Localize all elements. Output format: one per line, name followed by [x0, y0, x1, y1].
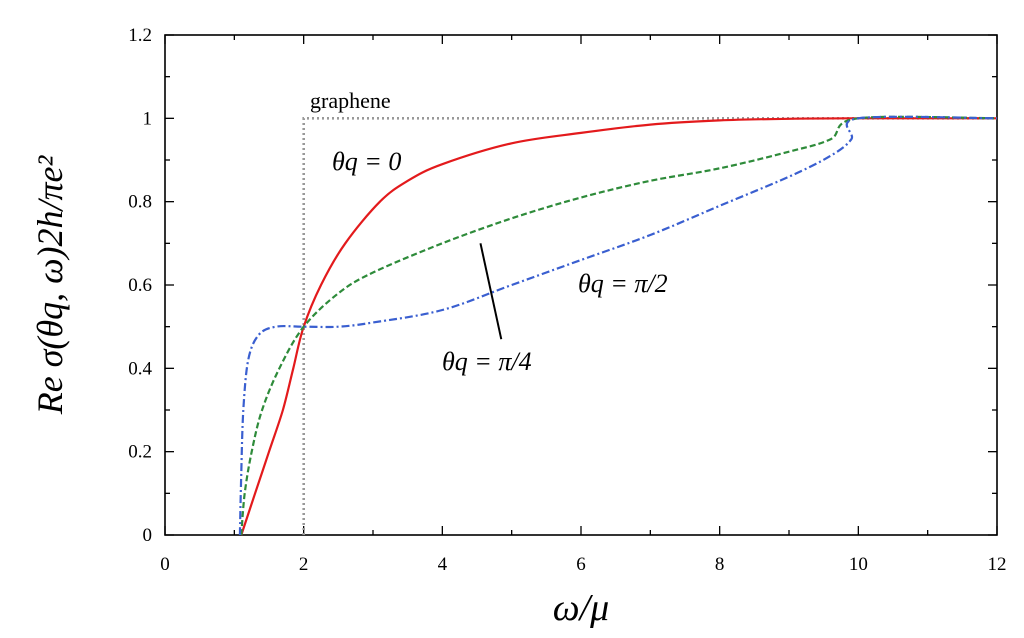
- x-tick-label: 6: [576, 554, 586, 575]
- x-tick-label: 10: [849, 554, 868, 575]
- theta-pi2-label: θq = π/2: [578, 269, 668, 298]
- series-line-0: [302, 117, 997, 535]
- theta0-label: θq = 0: [332, 147, 401, 176]
- theta-pi4-label: θq = π/4: [442, 347, 532, 376]
- y-tick-labels: 0 0.2 0.4 0.6 0.8 1 1.2: [128, 25, 152, 546]
- y-tick-label: 0.8: [128, 192, 152, 213]
- series-line-3: [238, 115, 998, 536]
- graphene-label: graphene: [310, 88, 391, 113]
- x-tick-label: 4: [438, 554, 448, 575]
- y-tick-label: 1.2: [128, 25, 152, 46]
- x-tick-label: 8: [715, 554, 725, 575]
- x-tick-label: 12: [988, 554, 1007, 575]
- y-tick-label: 0: [143, 525, 153, 546]
- y-tick-label: 1: [143, 108, 153, 129]
- series-layer: [238, 115, 998, 536]
- y-tick-label: 0.6: [128, 275, 152, 296]
- y-axis-title: Re σ(θq, ω)2h/πe²: [30, 154, 70, 415]
- pi4-annotation-pointer: [479, 243, 503, 340]
- x-tick-label: 2: [299, 554, 309, 575]
- y-tick-label: 0.4: [128, 358, 152, 379]
- tick-marks: [164, 34, 998, 536]
- series-line-1: [240, 117, 997, 536]
- series-line-2: [240, 115, 998, 536]
- y-tick-label: 0.2: [128, 442, 152, 463]
- x-tick-labels: 0 2 4 6 8 10 12: [160, 554, 1006, 575]
- x-axis-title: ω/μ: [553, 587, 609, 629]
- x-tick-label: 0: [160, 554, 170, 575]
